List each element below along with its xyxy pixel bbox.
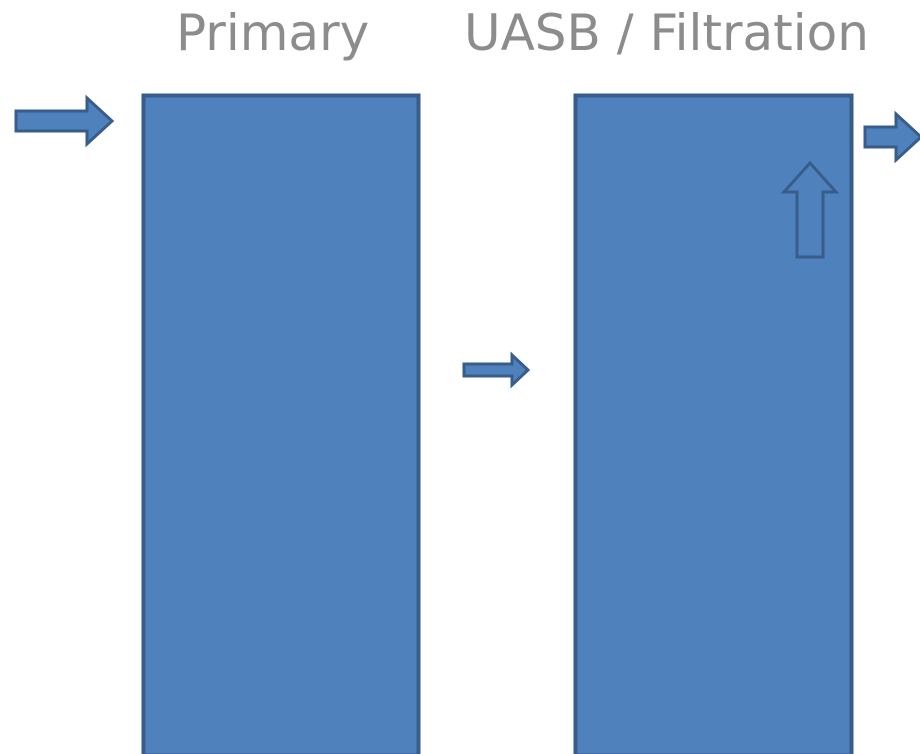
outflow-arrow-icon [865,114,920,160]
transfer-arrow-icon [464,355,528,385]
primary-tank [144,96,419,754]
inflow-arrow-icon [16,98,112,144]
